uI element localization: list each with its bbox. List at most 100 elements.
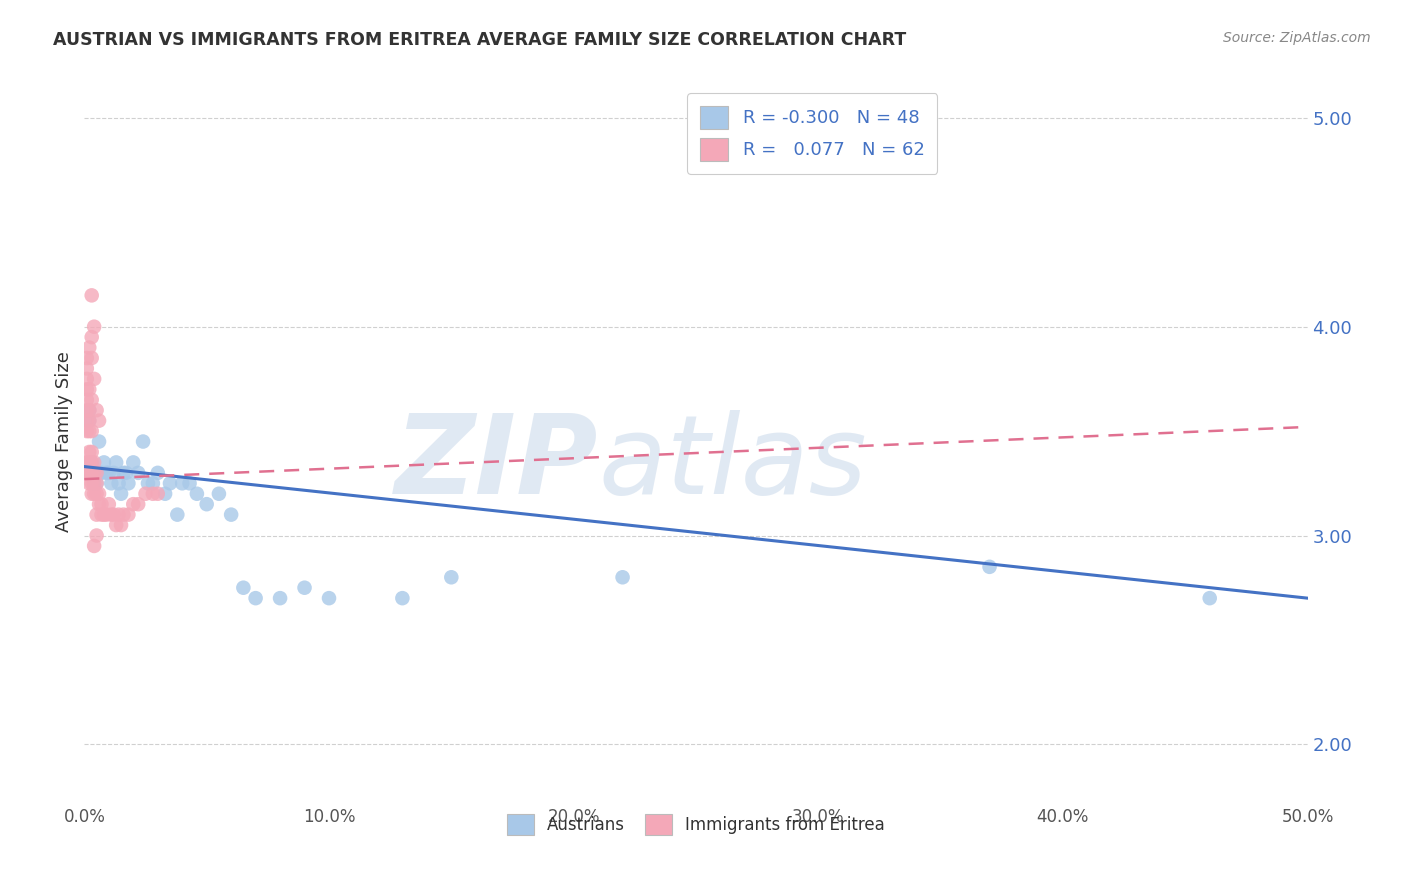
Point <box>110 518 132 533</box>
Point <box>86 476 108 491</box>
Point <box>97 466 120 480</box>
Point <box>90 466 112 480</box>
Point <box>96 508 118 522</box>
Point <box>159 476 181 491</box>
Point <box>179 476 201 491</box>
Point <box>146 466 169 480</box>
Point <box>166 508 188 522</box>
Point <box>76 455 98 469</box>
Point <box>110 487 132 501</box>
Point <box>83 372 105 386</box>
Point <box>146 487 169 501</box>
Point <box>76 403 98 417</box>
Point <box>107 508 129 522</box>
Point <box>77 424 100 438</box>
Point <box>90 508 112 522</box>
Point <box>83 319 105 334</box>
Point <box>105 518 128 533</box>
Point <box>77 382 100 396</box>
Point <box>90 497 112 511</box>
Point <box>86 466 108 480</box>
Point <box>93 455 115 469</box>
Point <box>76 466 98 480</box>
Point <box>83 539 105 553</box>
Point <box>87 466 110 480</box>
Y-axis label: Average Family Size: Average Family Size <box>55 351 73 532</box>
Point <box>76 466 98 480</box>
Point <box>80 288 103 302</box>
Point <box>186 487 208 501</box>
Point <box>318 591 340 606</box>
Point <box>208 487 231 501</box>
Point <box>127 497 149 511</box>
Point <box>117 508 139 522</box>
Point <box>87 487 110 501</box>
Point <box>195 497 218 511</box>
Point <box>122 497 145 511</box>
Point <box>112 508 135 522</box>
Point <box>100 508 122 522</box>
Point <box>76 351 98 365</box>
Point <box>93 508 115 522</box>
Point <box>80 445 103 459</box>
Point <box>76 361 98 376</box>
Legend: Austrians, Immigrants from Eritrea: Austrians, Immigrants from Eritrea <box>498 804 894 845</box>
Point <box>86 487 108 501</box>
Point <box>112 466 135 480</box>
Point <box>80 487 103 501</box>
Point <box>127 466 149 480</box>
Point <box>83 466 105 480</box>
Point <box>86 466 108 480</box>
Point <box>142 487 165 501</box>
Point <box>77 403 100 417</box>
Point <box>77 414 100 428</box>
Point <box>440 570 463 584</box>
Text: Source: ZipAtlas.com: Source: ZipAtlas.com <box>1223 31 1371 45</box>
Point <box>76 414 98 428</box>
Point <box>77 466 100 480</box>
Point <box>83 476 105 491</box>
Point <box>77 445 100 459</box>
Point <box>77 476 100 491</box>
Point <box>87 414 110 428</box>
Point <box>979 559 1001 574</box>
Point <box>77 403 100 417</box>
Point <box>103 466 125 480</box>
Point <box>612 570 634 584</box>
Point <box>132 434 155 449</box>
Point <box>76 382 98 396</box>
Point <box>80 466 103 480</box>
Point <box>76 372 98 386</box>
Point <box>136 476 159 491</box>
Point <box>105 455 128 469</box>
Point <box>83 466 105 480</box>
Point <box>135 487 157 501</box>
Point <box>80 455 103 469</box>
Point <box>80 455 103 469</box>
Point <box>96 466 118 480</box>
Point <box>77 414 100 428</box>
Point <box>103 508 125 522</box>
Point <box>77 341 100 355</box>
Point <box>83 455 105 469</box>
Point <box>117 476 139 491</box>
Point <box>172 476 194 491</box>
Point <box>115 466 138 480</box>
Point <box>153 487 176 501</box>
Point <box>245 591 267 606</box>
Point <box>269 591 291 606</box>
Point <box>80 466 103 480</box>
Text: ZIP: ZIP <box>395 409 598 516</box>
Point <box>87 434 110 449</box>
Point <box>77 455 100 469</box>
Point <box>86 403 108 417</box>
Point <box>97 497 120 511</box>
Point <box>80 330 103 344</box>
Point <box>86 476 108 491</box>
Point <box>391 591 413 606</box>
Point <box>80 424 103 438</box>
Point <box>83 487 105 501</box>
Point <box>80 476 103 491</box>
Point <box>76 392 98 407</box>
Point <box>142 476 165 491</box>
